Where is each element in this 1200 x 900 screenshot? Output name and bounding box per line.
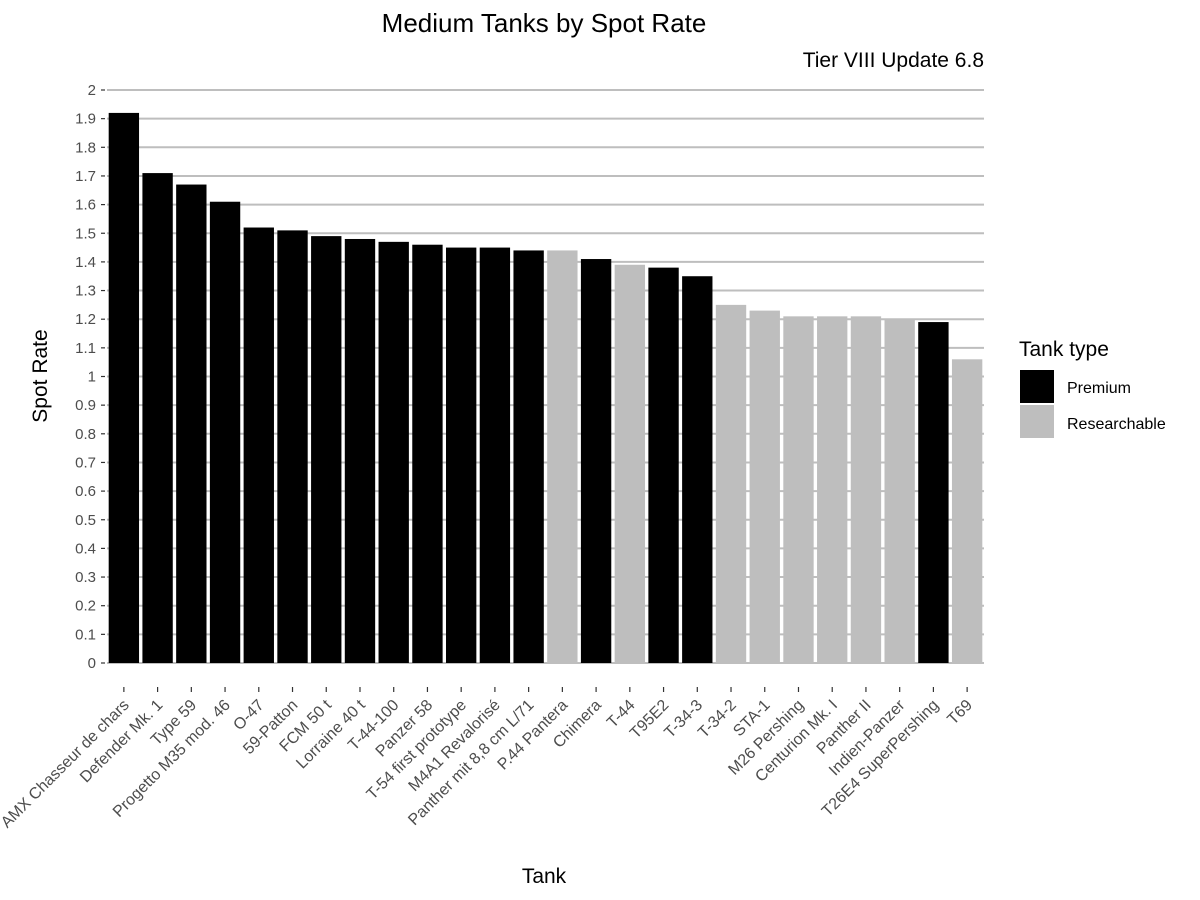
legend-title: Tank type [1019,338,1109,361]
chart-subtitle: Tier VIII Update 6.8 [803,49,984,72]
y-tick-label: 1.7 [75,168,96,185]
bar [513,250,544,663]
bar [176,184,207,664]
y-tick-label: 1.5 [75,225,96,242]
y-tick-label: 1.9 [75,111,96,128]
x-tick-label: T95E2 [627,697,672,742]
y-tick-label: 1.6 [75,197,96,214]
y-tick-label: 1.4 [75,254,96,271]
bar [142,173,173,663]
bar [445,247,477,663]
bar [378,241,409,663]
y-tick-label: 0.4 [75,540,96,557]
bar [715,304,747,663]
legend-label-premium: Premium [1067,380,1131,397]
bar [243,227,274,663]
legend-swatch-researchable [1020,405,1054,438]
y-tick-label: 1.3 [75,283,96,300]
y-axis-title: Spot Rate [29,329,52,422]
legend-swatch-premium [1020,370,1054,403]
y-tick-label: 0 [88,655,96,672]
bar [277,230,308,663]
legend-label-researchable: Researchable [1067,416,1166,433]
y-tick-label: 0.7 [75,454,96,471]
legend: Tank type Premium Researchable [1019,338,1166,438]
bar [749,310,780,663]
bar [783,316,814,663]
bar [412,244,443,663]
bar [580,259,612,663]
y-tick-label: 1.2 [75,311,96,328]
bar [344,238,376,664]
bar [209,201,241,664]
y-tick-label: 1 [88,369,96,386]
chart-title: Medium Tanks by Spot Rate [382,8,707,38]
bar [614,264,646,663]
x-tick-label: T-34-2 [695,697,740,742]
bar [108,112,140,664]
y-tick-label: 0.8 [75,426,96,443]
bar [547,250,578,663]
bar [817,316,848,663]
x-axis-title: Tank [522,865,567,888]
bar [918,322,949,663]
y-tick-label: 0.6 [75,483,96,500]
bar [682,276,713,663]
y-tick-label: 0.5 [75,512,96,529]
bar [648,267,679,663]
y-tick-label: 1.1 [75,340,96,357]
y-tick-label: 0.1 [75,626,96,643]
y-tick-label: 0.3 [75,569,96,586]
bar [951,359,983,663]
bar [479,247,511,663]
y-axis: 0 0.1 0.2 0.3 0.4 0.5 0.6 0.7 0.8 0.9 1 1.1 1.2 1.3 1.… [75,82,105,672]
x-tick-label: T69 [944,697,976,729]
y-tick-label: 1.8 [75,139,96,156]
bars [108,112,983,664]
y-tick-label: 2 [88,82,96,99]
y-tick-label: 0.2 [75,598,96,615]
y-tick-label: 0.9 [75,397,96,414]
bar [311,236,342,664]
bar [884,319,915,663]
bar [850,316,882,663]
